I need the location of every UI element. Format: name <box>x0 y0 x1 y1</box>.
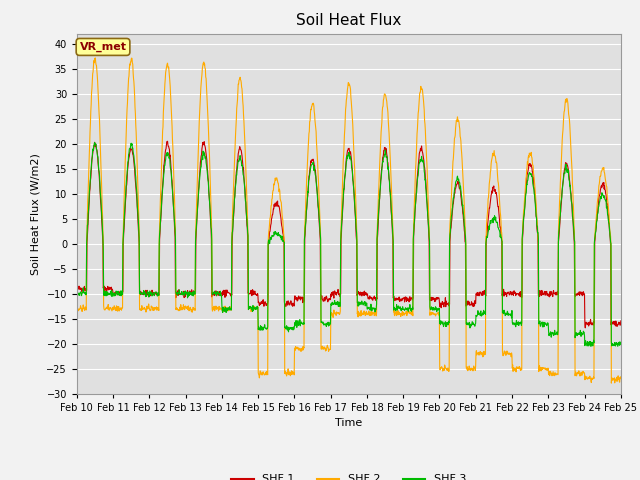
SHF 3 <box>73 290 81 296</box>
X-axis label: Time: Time <box>335 418 362 428</box>
Line: SHF 3: SHF 3 <box>77 143 621 347</box>
SHF 3 <box>553 331 561 337</box>
SHF 2 <box>505 351 513 357</box>
Legend: SHF 1, SHF 2, SHF 3: SHF 1, SHF 2, SHF 3 <box>227 470 471 480</box>
Title: Soil Heat Flux: Soil Heat Flux <box>296 13 401 28</box>
SHF 3 <box>91 140 99 145</box>
Line: SHF 1: SHF 1 <box>77 141 621 328</box>
SHF 2 <box>607 380 615 386</box>
SHF 2 <box>553 372 561 378</box>
SHF 2 <box>255 372 263 378</box>
Text: VR_met: VR_met <box>79 42 127 52</box>
SHF 1 <box>73 285 81 291</box>
SHF 2 <box>73 305 81 311</box>
SHF 1 <box>617 318 625 324</box>
SHF 1 <box>181 289 189 295</box>
SHF 1 <box>553 291 561 297</box>
SHF 3 <box>195 196 202 202</box>
SHF 2 <box>434 311 442 317</box>
SHF 2 <box>92 55 99 61</box>
SHF 1 <box>255 300 263 306</box>
SHF 2 <box>195 152 202 158</box>
SHF 2 <box>617 374 625 380</box>
SHF 1 <box>164 138 172 144</box>
SHF 1 <box>434 296 442 302</box>
SHF 1 <box>195 195 202 201</box>
SHF 1 <box>581 325 589 331</box>
SHF 3 <box>617 341 625 347</box>
Y-axis label: Soil Heat Flux (W/m2): Soil Heat Flux (W/m2) <box>31 153 41 275</box>
SHF 3 <box>505 311 513 317</box>
SHF 2 <box>181 306 189 312</box>
SHF 3 <box>181 288 189 294</box>
SHF 3 <box>587 344 595 349</box>
Line: SHF 2: SHF 2 <box>77 58 621 383</box>
SHF 1 <box>505 290 513 296</box>
SHF 3 <box>434 306 442 312</box>
SHF 3 <box>255 326 263 332</box>
